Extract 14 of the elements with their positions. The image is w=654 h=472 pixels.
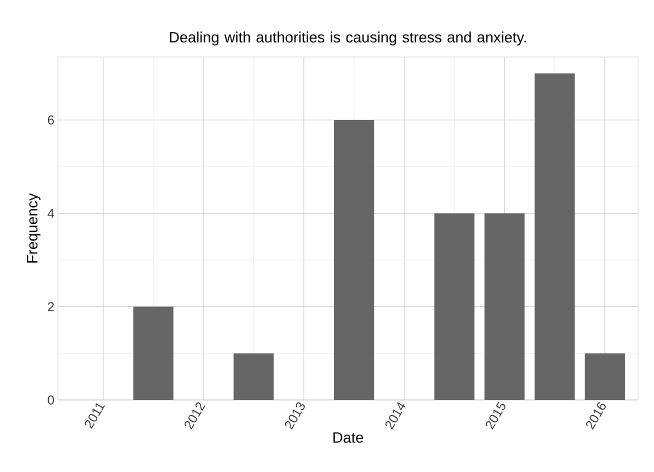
bar [434,213,474,400]
bar [234,353,274,400]
bar [334,120,374,400]
y-tick-label: 2 [48,302,54,312]
bar [534,73,575,400]
y-tick-label: 4 [48,208,54,218]
x-axis-title: Date [333,432,364,443]
y-axis-title: Frequency [27,193,40,263]
chart-title: Dealing with authorities is causing stress and anxiety. [170,32,526,46]
y-tick-label: 0 [48,395,54,405]
bar [484,213,525,400]
bar [133,306,174,400]
bar [584,353,625,400]
y-tick-label: 6 [48,115,54,125]
